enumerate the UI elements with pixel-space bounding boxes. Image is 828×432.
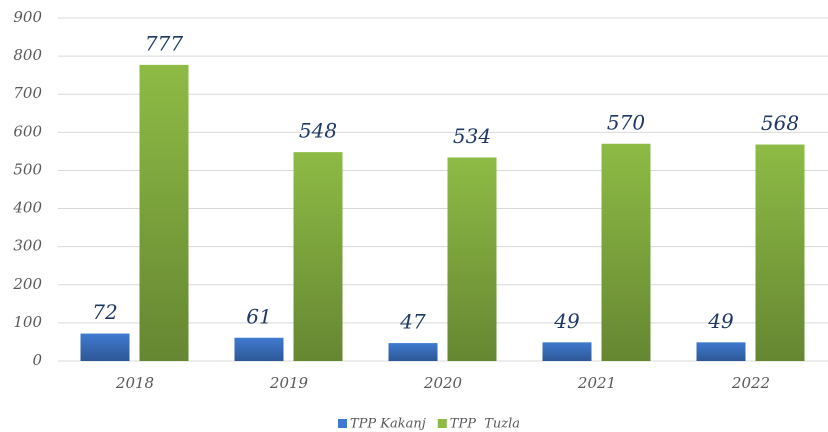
data-label: 61	[246, 304, 271, 328]
y-tick-label: 100	[13, 313, 42, 331]
y-tick-label: 300	[13, 237, 42, 255]
legend-swatch	[437, 419, 447, 428]
bar-shade	[696, 342, 746, 361]
data-label: 49	[707, 309, 734, 333]
bar-shade	[293, 152, 343, 361]
data-label: 570	[607, 110, 645, 134]
bar-shade	[542, 342, 592, 361]
data-label: 72	[92, 300, 117, 324]
data-label: 548	[299, 119, 337, 143]
data-label: 777	[145, 31, 183, 55]
legend-swatch	[338, 419, 347, 428]
y-tick-label: 0	[32, 351, 42, 369]
y-tick-label: 800	[13, 46, 42, 64]
bar-shade	[139, 64, 189, 362]
bar-shade	[388, 343, 438, 361]
data-label: 49	[553, 309, 580, 333]
bar-shade	[447, 157, 497, 361]
y-tick-label: 600	[13, 122, 42, 140]
data-label: 47	[399, 310, 426, 334]
x-tick-label: 2022	[731, 374, 770, 392]
y-tick-label: 400	[12, 199, 42, 217]
x-tick-label: 2018	[115, 374, 154, 392]
bar-shade	[80, 333, 130, 361]
x-tick-label: 2021	[577, 374, 616, 392]
data-label: 568	[761, 111, 799, 135]
bar-shade	[755, 144, 805, 361]
bar-shade	[234, 337, 284, 361]
y-tick-label: 500	[13, 160, 42, 178]
data-label: 534	[453, 124, 491, 148]
bar-shade	[601, 143, 651, 361]
legend-label: TPP Tuzla	[450, 417, 520, 432]
y-tick-label: 200	[12, 275, 42, 293]
y-tick-label: 700	[13, 84, 42, 102]
legend-label: TPP Kakanj	[350, 417, 426, 432]
x-tick-label: 2020	[423, 374, 463, 392]
x-tick-label: 2019	[269, 374, 309, 392]
y-tick-label: 900	[13, 8, 42, 26]
